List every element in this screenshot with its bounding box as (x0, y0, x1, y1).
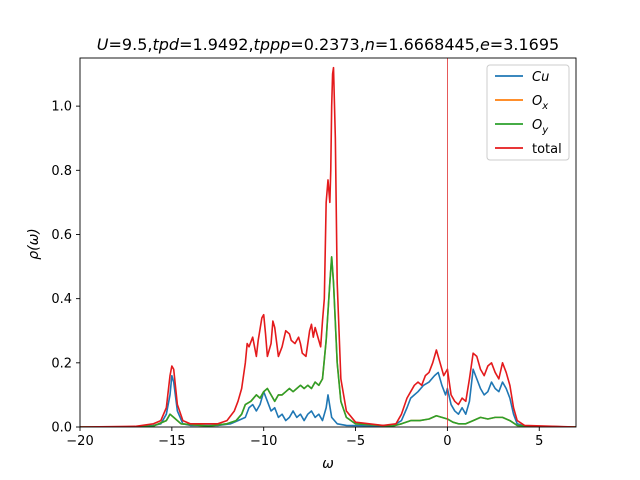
series-group (80, 66, 576, 427)
series-line-cu (80, 368, 576, 427)
x-tick-label: −5 (346, 434, 365, 449)
series-line-total (80, 66, 576, 427)
chart-title: U=9.5,tpd=1.9492,tppp=0.2373,n=1.6668445… (97, 35, 559, 54)
legend-box (486, 64, 570, 161)
legend-label-ox: Ox (532, 94, 548, 112)
y-tick-label: 0.6 (51, 228, 72, 243)
legend: Cu Ox Oy total (486, 64, 570, 161)
plot-area: −20 −15 −10 −5 0 5 0.0 0.2 0.4 0.6 0.8 1.0 (51, 57, 577, 449)
x-tick-label: 0 (443, 434, 451, 449)
y-tick-label: 0.2 (51, 356, 72, 371)
legend-label-total: total (532, 142, 562, 157)
axes-frame (79, 57, 577, 428)
y-tick-label: 0.0 (51, 421, 72, 436)
x-tick-label: −10 (250, 434, 277, 449)
x-axis-label: ω (322, 456, 334, 472)
y-tick-label: 1.0 (51, 100, 72, 115)
x-tick-label: −20 (66, 434, 93, 449)
legend-label-cu: Cu (532, 70, 549, 85)
x-tick-label: −15 (158, 434, 185, 449)
y-tick-label: 0.4 (51, 292, 72, 307)
y-tick-label: 0.8 (51, 164, 72, 179)
y-axis-label: ρ(ω) (26, 228, 42, 260)
legend-label-oy: Oy (532, 118, 549, 136)
x-tick-label: 5 (535, 434, 543, 449)
series-line-oy (80, 256, 576, 427)
